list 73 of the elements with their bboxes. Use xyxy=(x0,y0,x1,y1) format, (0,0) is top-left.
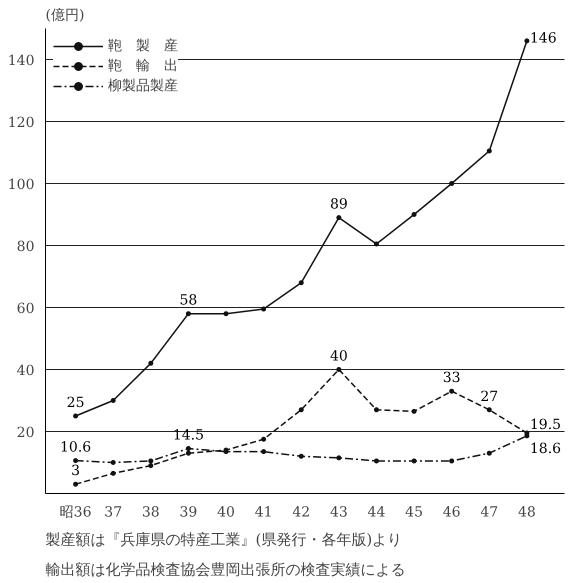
point xyxy=(412,408,417,414)
point xyxy=(148,360,154,366)
x-tick-label: 39 xyxy=(180,504,198,520)
x-tick-label: 37 xyxy=(104,504,122,520)
data-label: 146 xyxy=(530,30,557,46)
point xyxy=(449,388,454,394)
x-tick-label: 38 xyxy=(142,504,160,520)
data-label: 3 xyxy=(71,463,80,480)
data-label: 25 xyxy=(66,395,85,411)
x-tick-label: 45 xyxy=(405,504,423,520)
point xyxy=(73,482,78,487)
x-tick-label: 46 xyxy=(442,504,461,520)
point xyxy=(524,38,530,44)
point xyxy=(412,212,417,217)
point xyxy=(110,470,116,476)
x-tick-label: 40 xyxy=(217,504,235,520)
point xyxy=(336,367,342,372)
data-label: 18.6 xyxy=(530,440,562,457)
legend-label: 鞄 製 産 xyxy=(108,37,178,55)
data-label: 40 xyxy=(330,348,348,364)
legend-label: 鞄 輸 出 xyxy=(108,57,178,75)
legend-label: 柳製品製産 xyxy=(108,77,178,95)
point xyxy=(110,460,116,465)
point xyxy=(148,458,154,464)
point xyxy=(412,458,417,464)
x-tick-label: 昭36 xyxy=(60,504,92,520)
data-label: 10.6 xyxy=(60,440,92,456)
y-tick-label: 20 xyxy=(16,425,35,441)
x-tick-label: 42 xyxy=(292,504,310,520)
x-tick-label: 43 xyxy=(330,504,348,520)
point xyxy=(374,241,379,246)
data-label: 89 xyxy=(330,196,348,213)
x-tick-label: 47 xyxy=(480,504,498,520)
x-tick-label: 44 xyxy=(368,504,386,520)
data-label: 14.5 xyxy=(172,428,204,444)
point xyxy=(336,455,342,460)
data-label: 27 xyxy=(480,388,498,405)
y-tick-label: 40 xyxy=(16,363,35,379)
y-tick-label: 60 xyxy=(16,301,35,317)
point xyxy=(261,449,266,454)
point xyxy=(449,181,454,186)
y-axis-title: (億円) xyxy=(46,8,84,24)
point xyxy=(486,148,492,154)
point xyxy=(186,311,191,316)
point xyxy=(374,407,379,412)
point xyxy=(261,436,266,442)
y-tick-label: 140 xyxy=(8,53,35,69)
data-label: 58 xyxy=(180,292,198,309)
y-tick-label: 80 xyxy=(16,239,35,255)
point xyxy=(261,306,266,312)
point xyxy=(374,458,379,464)
point xyxy=(336,215,342,220)
x-tick-label: 41 xyxy=(254,504,273,520)
point xyxy=(186,446,191,452)
data-label: 33 xyxy=(442,370,461,386)
point xyxy=(486,407,492,412)
point xyxy=(148,463,154,468)
point xyxy=(224,311,229,316)
point xyxy=(486,450,492,456)
point xyxy=(298,407,304,412)
point xyxy=(186,450,191,456)
point xyxy=(73,458,78,464)
text: 製産額は『兵庫県の特産工業』(県発行・各年版)より xyxy=(46,530,402,548)
point xyxy=(298,454,304,459)
point xyxy=(298,280,304,286)
point xyxy=(110,398,116,403)
data-label: 19.5 xyxy=(530,417,562,434)
x-tick-label: 48 xyxy=(518,504,536,520)
point xyxy=(73,414,78,418)
text: 輸出額は化学品検査協会豊岡出張所の検査実績による xyxy=(46,560,406,578)
y-tick-label: 100 xyxy=(8,177,35,193)
y-tick-label: 120 xyxy=(8,115,35,131)
point xyxy=(449,458,454,464)
